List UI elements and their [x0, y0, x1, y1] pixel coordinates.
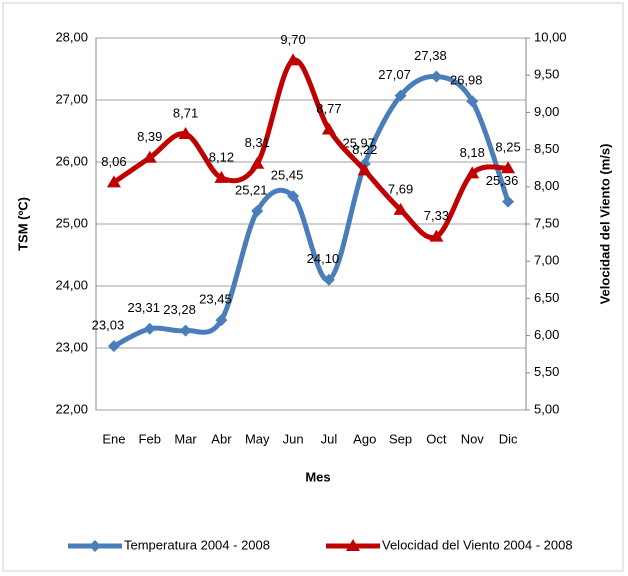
- data-label: 23,28: [163, 302, 196, 317]
- x-tick-label: Ago: [353, 431, 376, 446]
- x-tick-label: Feb: [139, 431, 161, 446]
- y2-tick-label: 5,00: [534, 401, 559, 416]
- data-label: 25,45: [271, 168, 304, 183]
- legend-label: Temperatura 2004 - 2008: [124, 537, 270, 552]
- data-label: 8,77: [316, 101, 341, 116]
- y-tick-label: 26,00: [55, 153, 88, 168]
- point-marker: [321, 122, 336, 135]
- y2-tick-label: 8,00: [534, 178, 559, 193]
- y-tick-label: 25,00: [55, 215, 88, 230]
- y2-tick-label: 5,50: [534, 364, 559, 379]
- y-tick-label: 22,00: [55, 401, 88, 416]
- y2-tick-label: 7,00: [534, 253, 559, 268]
- data-label: 25,21: [235, 182, 268, 197]
- x-axis-title: Mes: [305, 469, 330, 484]
- data-label: 8,22: [352, 142, 377, 157]
- y-tick-label: 24,00: [55, 277, 88, 292]
- y2-axis-title: Velocidad del Viento (m/s): [597, 144, 612, 305]
- y-axis-title: TSM (ºC): [15, 197, 30, 251]
- data-label: 8,12: [209, 149, 234, 164]
- point-marker: [502, 195, 515, 208]
- y2-tick-label: 8,50: [534, 141, 559, 156]
- data-label: 8,18: [460, 145, 485, 160]
- data-label: 27,38: [414, 48, 447, 63]
- x-tick-label: Jun: [283, 431, 304, 446]
- y2-tick-label: 9,00: [534, 104, 559, 119]
- point-marker: [346, 539, 360, 551]
- point-marker: [287, 190, 300, 203]
- point-marker: [214, 170, 229, 183]
- point-marker: [429, 229, 444, 242]
- point-marker: [466, 95, 479, 108]
- data-label: 8,25: [495, 140, 520, 155]
- data-label: 8,71: [173, 105, 198, 120]
- point-marker: [178, 126, 193, 139]
- y-tick-label: 27,00: [55, 91, 88, 106]
- point-marker: [215, 314, 228, 327]
- y2-tick-label: 10,00: [534, 29, 567, 44]
- x-tick-label: Ene: [102, 431, 125, 446]
- data-label: 8,31: [245, 135, 270, 150]
- point-marker: [143, 322, 156, 335]
- point-marker: [250, 156, 265, 169]
- point-marker: [465, 166, 480, 179]
- point-marker: [251, 204, 264, 217]
- y2-tick-label: 7,50: [534, 215, 559, 230]
- data-label: 26,98: [450, 73, 483, 88]
- x-tick-label: Jul: [321, 431, 338, 446]
- point-marker: [501, 161, 516, 174]
- data-label: 24,10: [307, 251, 340, 266]
- data-label: 27,07: [378, 67, 411, 82]
- y2-tick-label: 6,00: [534, 327, 559, 342]
- data-label: 8,06: [101, 154, 126, 169]
- data-label: 7,69: [388, 181, 413, 196]
- point-marker: [430, 70, 443, 83]
- y2-tick-label: 9,50: [534, 67, 559, 82]
- data-label: 9,70: [280, 32, 305, 47]
- data-label: 25,97: [342, 135, 375, 150]
- data-label: 8,39: [137, 129, 162, 144]
- data-label: 23,31: [127, 300, 160, 315]
- point-marker: [179, 324, 192, 337]
- y-tick-label: 23,00: [55, 339, 88, 354]
- x-tick-label: Dic: [499, 431, 518, 446]
- point-marker: [357, 163, 372, 176]
- x-tick-label: May: [245, 431, 270, 446]
- point-marker: [142, 150, 157, 163]
- point-marker: [106, 175, 121, 188]
- point-marker: [394, 89, 407, 102]
- data-label: 23,03: [92, 318, 125, 333]
- point-marker: [286, 53, 301, 66]
- data-label: 25,36: [486, 173, 519, 188]
- x-tick-label: Mar: [174, 431, 197, 446]
- point-marker: [322, 273, 335, 286]
- y2-tick-label: 6,50: [534, 290, 559, 305]
- x-tick-label: Oct: [426, 431, 447, 446]
- point-marker: [89, 540, 101, 552]
- legend-label: Velocidad del Viento 2004 - 2008: [382, 537, 573, 552]
- x-tick-label: Sep: [389, 431, 412, 446]
- point-marker: [107, 340, 120, 353]
- x-tick-label: Nov: [461, 431, 485, 446]
- x-tick-label: Abr: [211, 431, 232, 446]
- data-label: 7,33: [424, 208, 449, 223]
- point-marker: [393, 202, 408, 215]
- y-tick-label: 28,00: [55, 29, 88, 44]
- data-label: 23,45: [199, 292, 232, 307]
